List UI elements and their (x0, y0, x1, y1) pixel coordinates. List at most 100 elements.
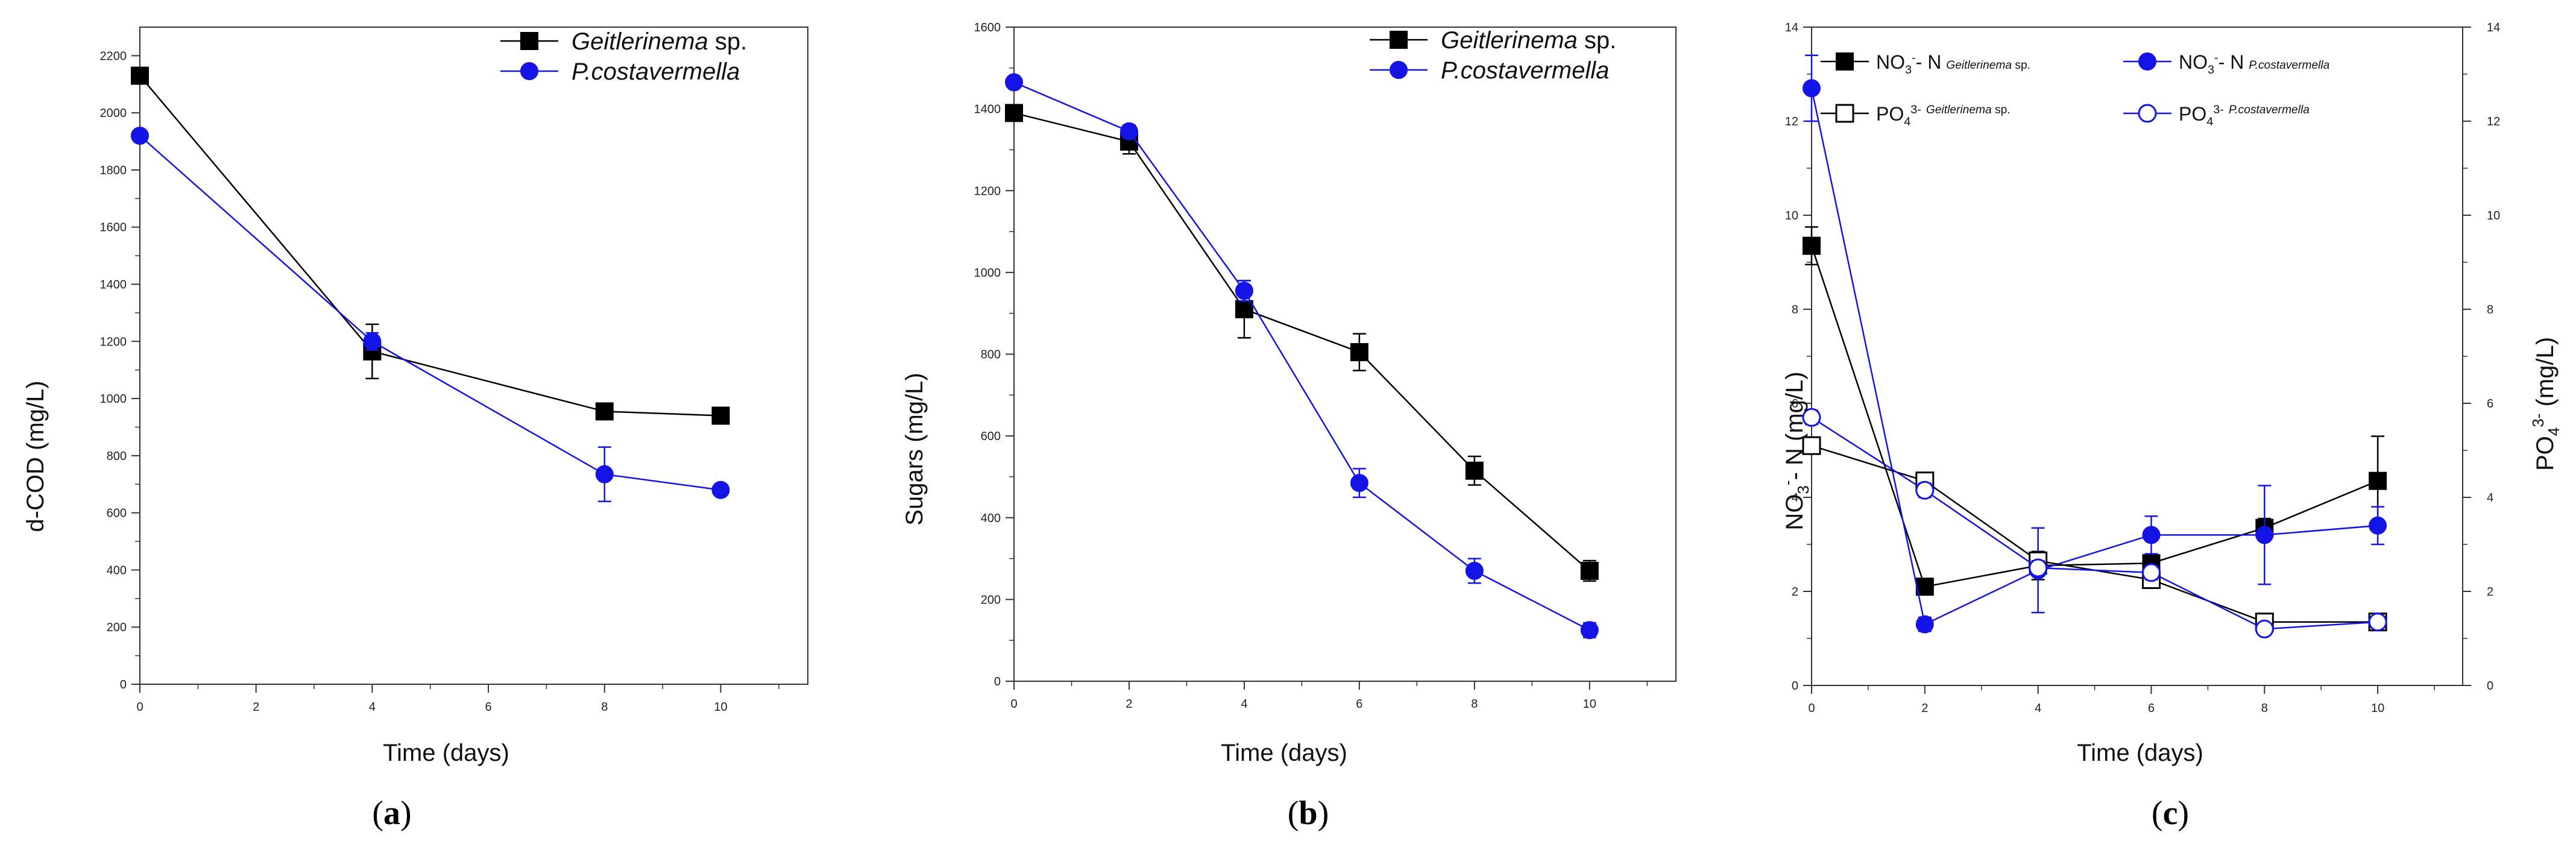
y-tick-label: 600 (107, 507, 127, 520)
y-tick-label: 4 (1792, 491, 1798, 505)
panel-b-legend: Geitlerinema sp. P.costavermella (1370, 27, 1616, 84)
legend-label: Geitlerinema sp. (572, 28, 747, 55)
y-tick-label: 6 (1792, 397, 1798, 411)
x-tick-label: 4 (2035, 702, 2041, 715)
panel-c-ylabel: NO3-- N (mg/L) (1778, 371, 1812, 530)
panel-b: 0 2 4 6 8 10 0 200 400 600 800 1000 1200 1400 1600 Tim… (901, 21, 1677, 832)
legend-marker (1836, 52, 1854, 71)
x-tick-label: 10 (1583, 698, 1596, 711)
data-point (1235, 282, 1253, 300)
y-tick-label: 200 (107, 621, 127, 634)
series-2 (1005, 73, 1599, 640)
y-right-tick-label: 14 (2487, 21, 2500, 34)
data-point (1350, 343, 1368, 362)
panel-a-axes: 0 2 4 6 8 10 0 200 400 600 800 1000 1200 1400 1600 1800… (100, 27, 808, 714)
y-tick-label: 14 (1785, 21, 1798, 34)
data-point (2141, 563, 2161, 582)
panel-c-ylabel-right: PO43- (mg/L) (2529, 337, 2563, 471)
series-line (1810, 245, 2378, 588)
legend-label: NO3-- N P.costavermella (2179, 51, 2330, 77)
legend-marker (1390, 61, 1408, 79)
legend-label: PO43- Geitlerinema sp. (1876, 103, 2011, 128)
x-tick-label: 8 (2261, 702, 2268, 715)
legend-marker (520, 32, 538, 50)
y-right-tick-label: 4 (2487, 491, 2493, 505)
y-tick-label: 1400 (100, 279, 127, 292)
legend-marker (1835, 104, 1854, 123)
y-tick-label: 0 (1792, 679, 1798, 693)
data-point (1915, 578, 1934, 596)
y-tick-label: 1600 (100, 221, 127, 235)
series-line (139, 75, 721, 417)
y-tick-label: 1200 (974, 184, 1001, 198)
y-tick-label: 1200 (100, 335, 127, 348)
y-tick-label: 400 (107, 564, 127, 577)
series-line (1810, 88, 2378, 626)
legend-marker (1390, 31, 1408, 49)
legend-marker (2138, 104, 2157, 123)
y-right-tick-label: 10 (2487, 209, 2500, 222)
data-point (1465, 461, 1484, 480)
y-right-tick-label: 6 (2487, 397, 2493, 411)
panel-b-ylabel: Sugars (mg/L) (901, 373, 928, 525)
legend-label: P.costavermella (572, 58, 740, 85)
x-tick-label: 2 (1126, 698, 1132, 711)
legend-label: Geitlerinema sp. (1441, 27, 1616, 54)
y-tick-label: 1000 (100, 392, 127, 406)
panel-a-xlabel: Time (days) (383, 740, 509, 766)
data-point (1350, 474, 1368, 493)
data-point (1915, 615, 1934, 634)
data-point (1005, 73, 1023, 92)
series-4 (1802, 408, 2387, 638)
data-point (2255, 619, 2274, 638)
data-point (2029, 558, 2048, 578)
series-1 (1005, 104, 1599, 582)
series-line (1811, 417, 2378, 630)
data-point (131, 66, 149, 85)
series-line (139, 135, 721, 491)
panel-a-legend: Geitlerinema sp. P.costavermella (500, 28, 747, 85)
data-point (2369, 471, 2387, 490)
y-tick-label: 10 (1785, 209, 1798, 222)
panel-b-axes: 0 2 4 6 8 10 0 200 400 600 800 1000 1200 1400 1600 (974, 21, 1677, 711)
y-tick-label: 12 (1785, 115, 1798, 128)
y-tick-label: 1000 (974, 266, 1001, 280)
y-tick-label: 800 (981, 348, 1001, 362)
x-tick-label: 6 (2148, 702, 2155, 715)
y-tick-label: 600 (981, 430, 1001, 443)
y-tick-label: 8 (1792, 303, 1798, 316)
data-point (131, 127, 149, 145)
y-tick-label: 0 (120, 678, 127, 691)
y-tick-label: 2000 (100, 107, 127, 120)
panel-a: 0 2 4 6 8 10 0 200 400 600 800 1000 1200 1400 1600 1800… (22, 27, 808, 832)
x-tick-label: 10 (714, 701, 727, 714)
y-right-tick-label: 8 (2487, 303, 2493, 316)
data-point (2369, 516, 2387, 535)
data-point (595, 465, 614, 483)
data-point (2255, 526, 2274, 544)
data-point (711, 480, 730, 499)
x-tick-label: 2 (253, 701, 259, 714)
x-tick-label: 6 (1356, 698, 1362, 711)
series-1 (131, 66, 730, 425)
legend-marker (520, 62, 538, 80)
y-tick-label: 800 (107, 450, 127, 463)
data-point (2142, 526, 2161, 544)
plot-frame (139, 27, 808, 685)
y-tick-label: 200 (981, 593, 1001, 606)
y-right-tick-label: 2 (2487, 585, 2493, 599)
panel-a-ylabel: d-COD (mg/L) (22, 380, 49, 532)
panel-c-caption: (c) (2152, 795, 2189, 832)
y-tick-label: 2 (1792, 585, 1798, 599)
data-point (1465, 561, 1484, 580)
legend-label: P.costavermella (1441, 57, 1609, 84)
x-tick-label: 0 (136, 701, 143, 714)
panel-a-caption: (a) (372, 795, 411, 832)
y-tick-label: 1600 (974, 21, 1001, 34)
y-right-tick-label: 0 (2487, 679, 2493, 693)
panel-c-xlabel: Time (days) (2077, 740, 2203, 766)
x-tick-label: 0 (1010, 698, 1017, 711)
data-point (711, 406, 730, 425)
legend-label: PO43- P.costavermella (2179, 103, 2310, 128)
